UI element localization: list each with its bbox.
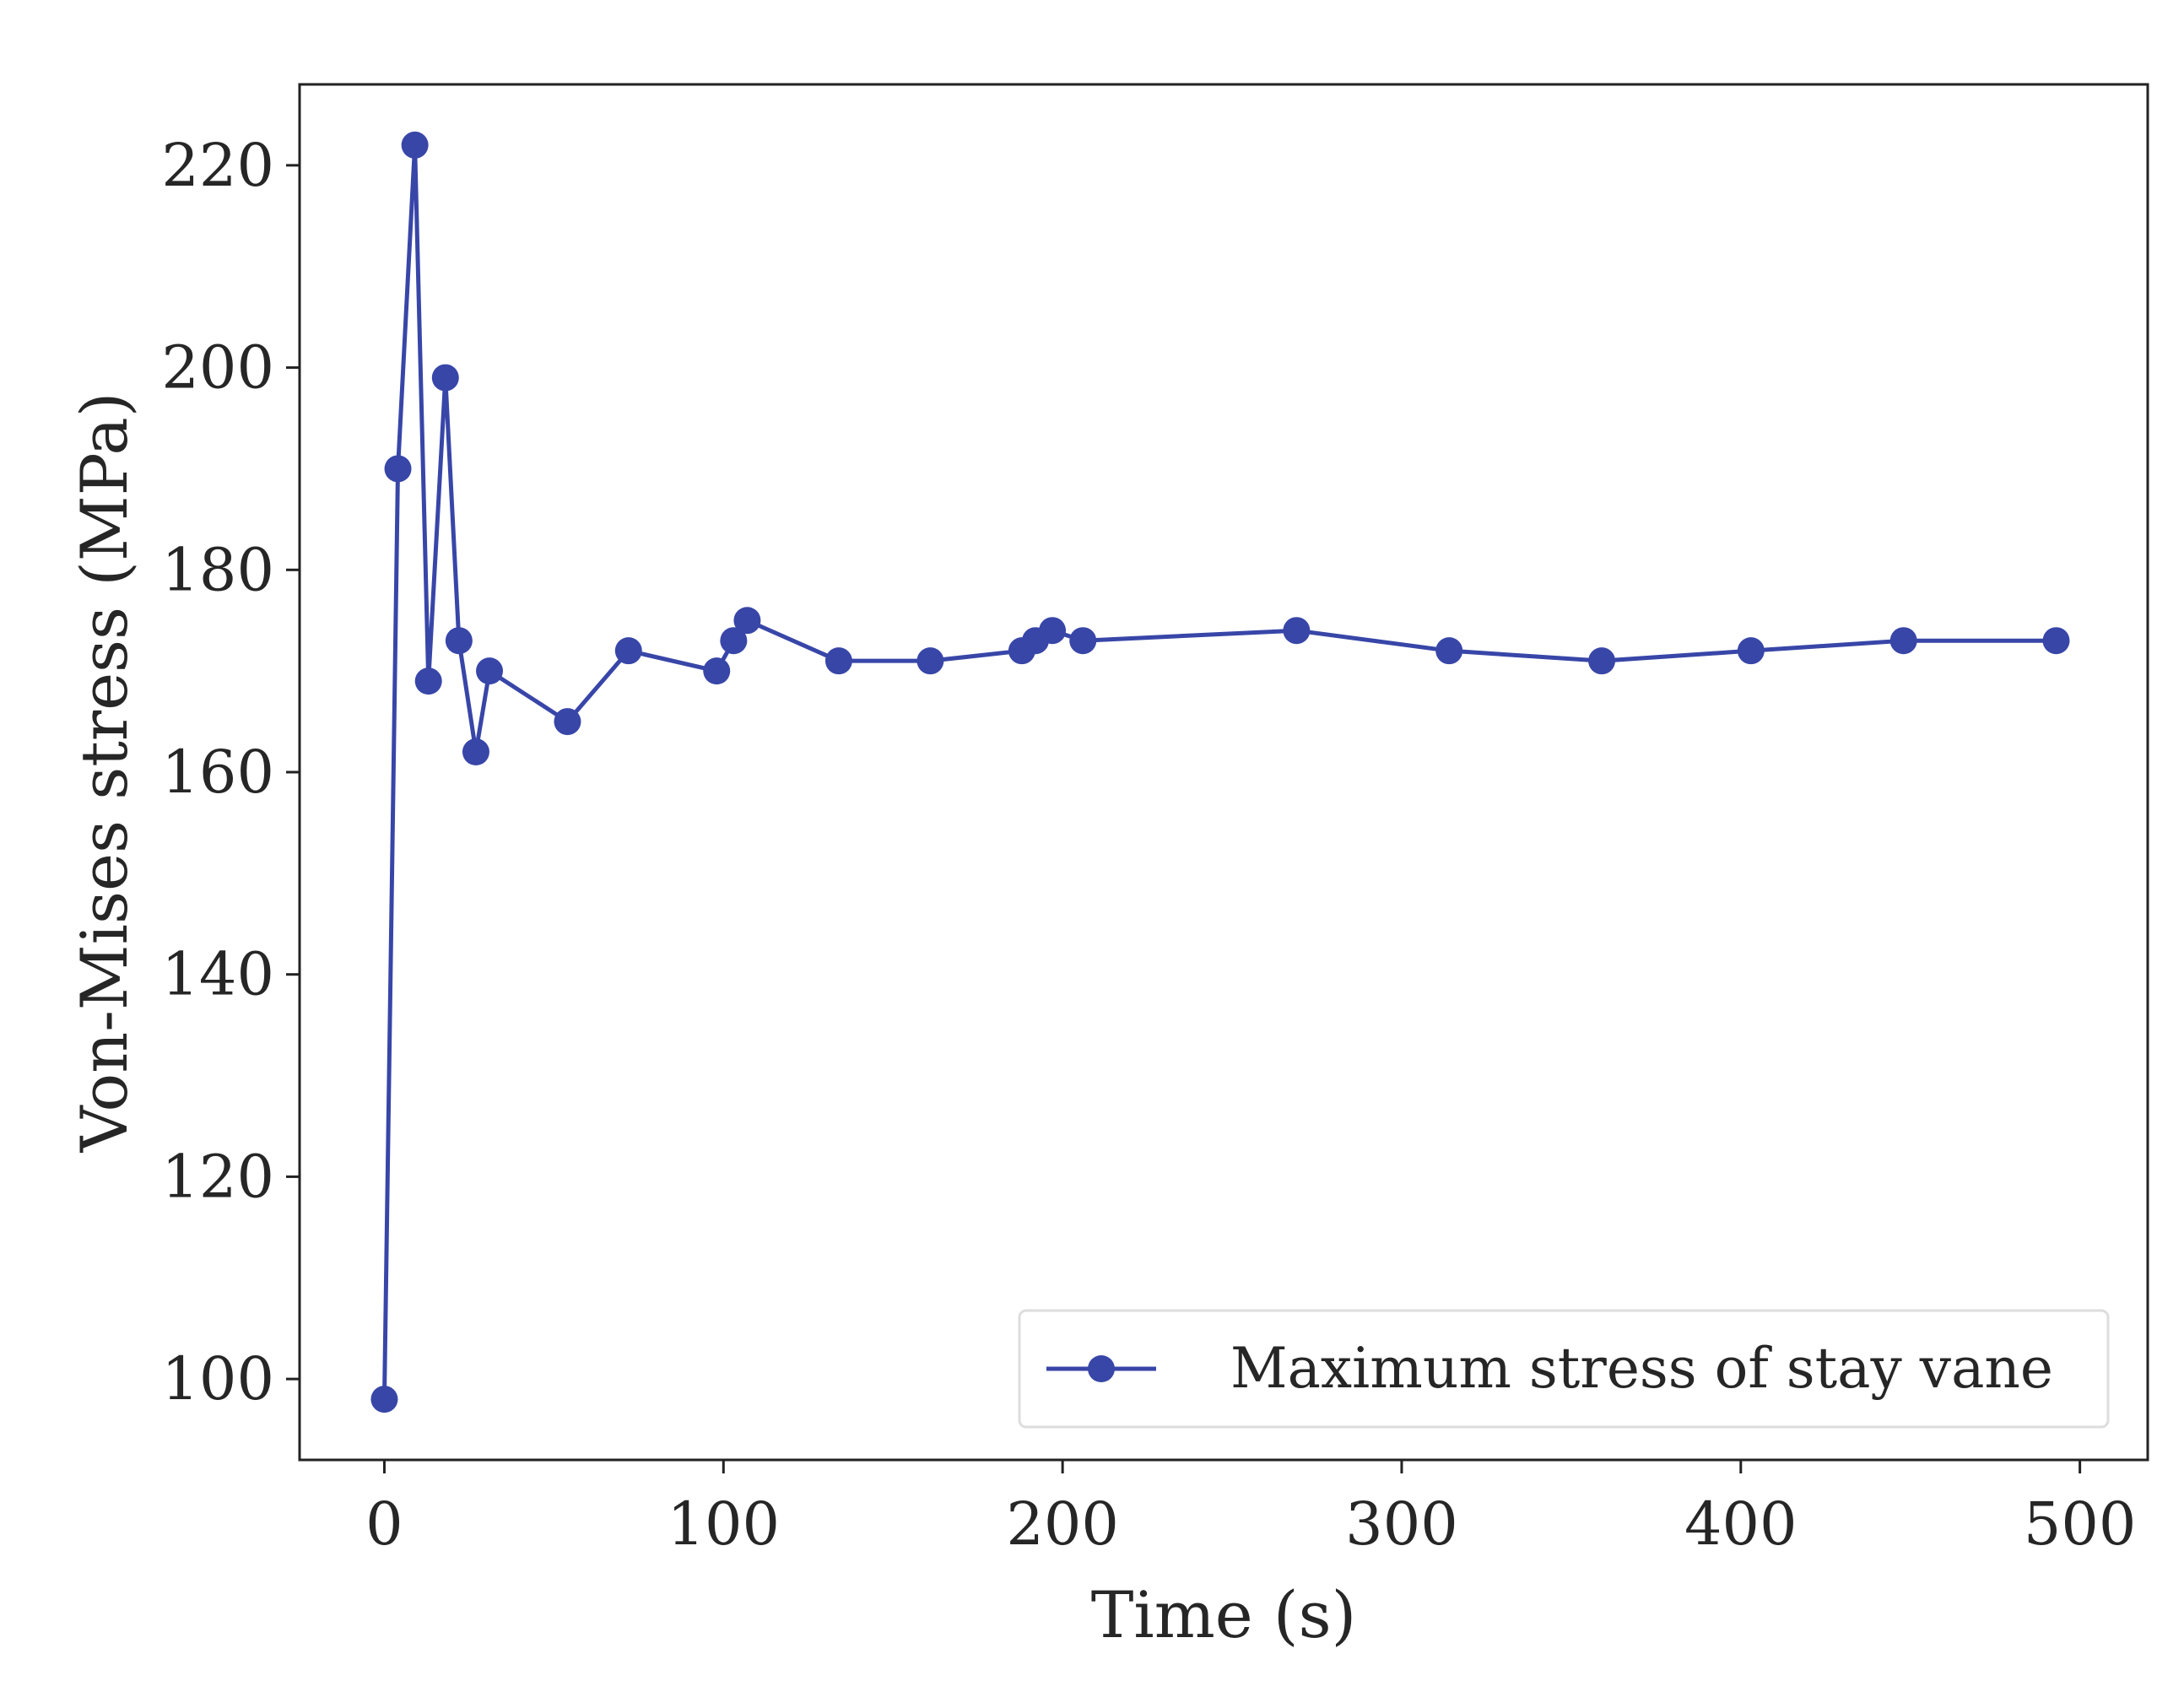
x-axis-title: Time (s) (1091, 1577, 1357, 1652)
data-point (462, 738, 489, 766)
data-point (824, 647, 852, 675)
data-point (445, 627, 473, 655)
data-point (401, 131, 429, 159)
data-point (720, 627, 748, 655)
data-point (2042, 627, 2070, 655)
legend-marker (1088, 1355, 1115, 1382)
y-axis-title: Von-Mises stress (MPa) (67, 392, 142, 1154)
data-point (1283, 617, 1311, 645)
y-axis-ticks: 100 120 140 160 180 200 220 (161, 131, 300, 1413)
data-point (1889, 627, 1917, 655)
data-point (614, 637, 642, 665)
y-tick-label: 160 (161, 738, 274, 807)
legend: Maximum stress of stay vane (1018, 1309, 2110, 1429)
x-tick-label: 0 (365, 1489, 403, 1559)
data-point (476, 657, 504, 685)
y-tick-label: 200 (161, 333, 274, 403)
x-tick-label: 400 (1684, 1489, 1797, 1559)
y-tick-label: 180 (161, 535, 274, 604)
y-tick-label: 140 (161, 940, 274, 1009)
data-point (554, 708, 581, 736)
y-tick-label: 220 (161, 131, 274, 200)
data-point (414, 668, 442, 695)
data-point (703, 657, 731, 685)
data-point (1039, 617, 1067, 645)
data-point (1435, 637, 1463, 665)
series-layer (370, 131, 2070, 1413)
data-point (916, 647, 944, 675)
data-point (1588, 647, 1616, 675)
y-tick-label: 100 (161, 1344, 274, 1413)
data-point (431, 364, 459, 392)
y-tick-label: 120 (161, 1142, 274, 1211)
x-tick-label: 300 (1345, 1489, 1458, 1559)
legend-label: Maximum stress of stay vane (1230, 1336, 2053, 1401)
data-point (370, 1386, 398, 1413)
x-tick-label: 500 (2024, 1489, 2137, 1559)
x-tick-label: 100 (667, 1489, 780, 1559)
data-point (1737, 637, 1765, 665)
data-point (384, 455, 412, 483)
data-point (733, 607, 761, 635)
x-axis-ticks: 0 100 200 300 400 500 (365, 1460, 2136, 1559)
x-tick-label: 200 (1006, 1489, 1119, 1559)
legend-box (1018, 1309, 2110, 1429)
data-point (1069, 627, 1097, 655)
